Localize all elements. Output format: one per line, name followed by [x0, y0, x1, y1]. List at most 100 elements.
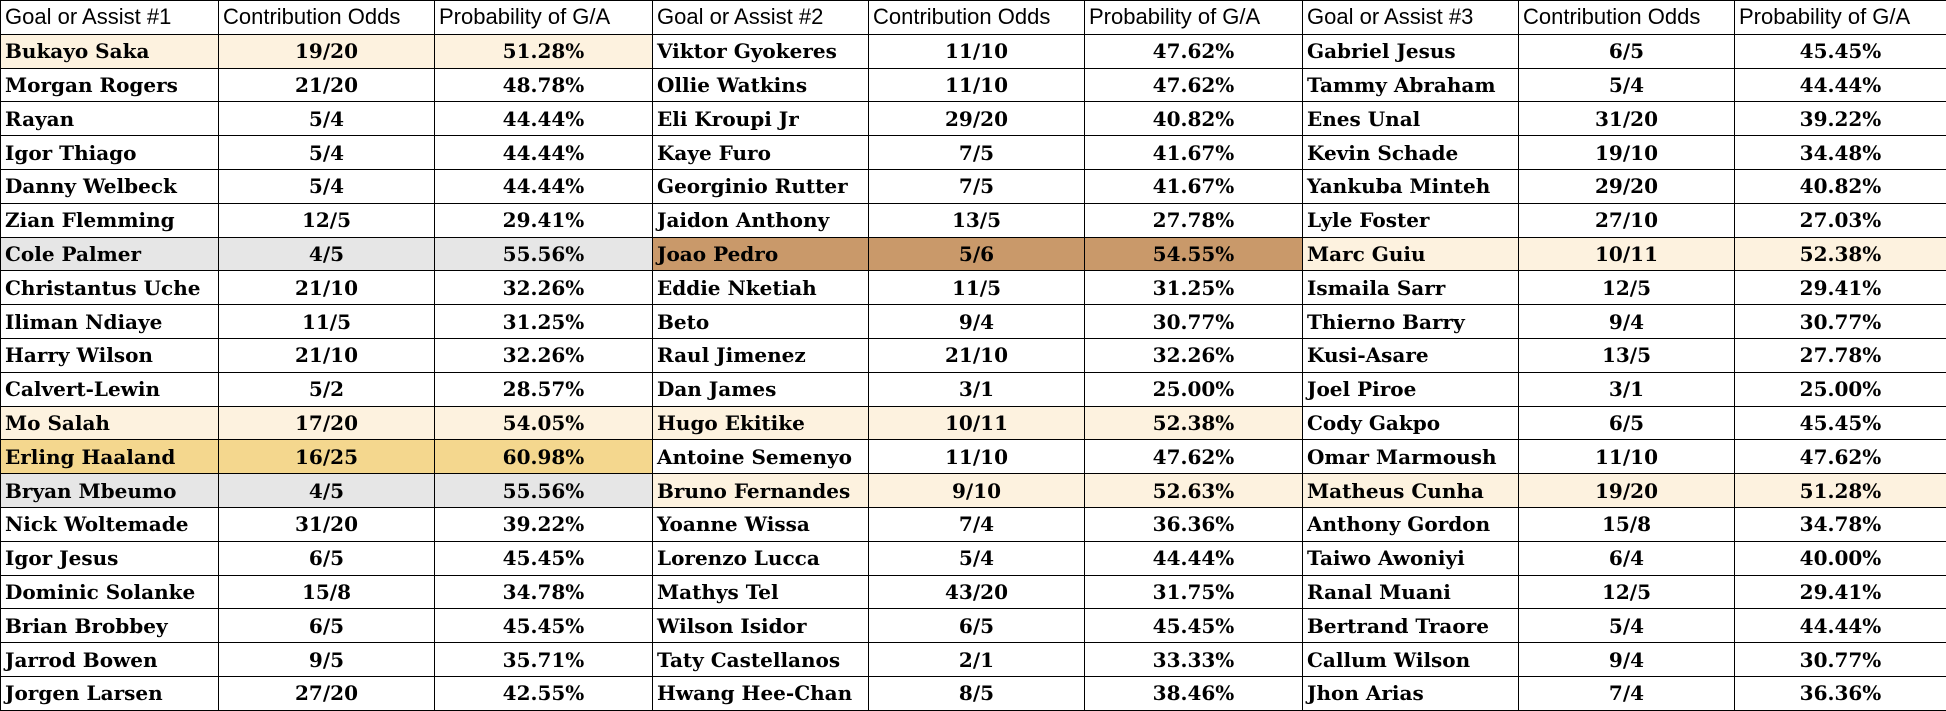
player-name-cell: Danny Welbeck	[1, 169, 219, 203]
contribution-odds-cell: 10/11	[1519, 237, 1735, 271]
player-name-cell: Bukayo Saka	[1, 34, 219, 68]
contribution-odds-cell: 11/5	[219, 305, 435, 339]
player-name-cell: Bertrand Traore	[1303, 609, 1519, 643]
column-header: Probability of G/A	[1735, 1, 1946, 35]
probability-cell: 44.44%	[1735, 68, 1946, 102]
contribution-odds-cell: 4/5	[219, 237, 435, 271]
probability-cell: 34.78%	[1735, 507, 1946, 541]
player-name-cell: Ranal Muani	[1303, 575, 1519, 609]
column-header: Probability of G/A	[1085, 1, 1303, 35]
contribution-odds-cell: 17/20	[219, 406, 435, 440]
probability-cell: 52.38%	[1085, 406, 1303, 440]
contribution-odds-cell: 9/5	[219, 643, 435, 677]
contribution-odds-cell: 21/10	[869, 338, 1085, 372]
player-name-cell: Wilson Isidor	[653, 609, 869, 643]
probability-cell: 45.45%	[1735, 34, 1946, 68]
player-name-cell: Dan James	[653, 372, 869, 406]
contribution-odds-cell: 5/4	[1519, 68, 1735, 102]
probability-cell: 54.05%	[435, 406, 653, 440]
probability-cell: 25.00%	[1085, 372, 1303, 406]
probability-cell: 34.78%	[435, 575, 653, 609]
probability-cell: 27.78%	[1085, 203, 1303, 237]
probability-cell: 55.56%	[435, 237, 653, 271]
player-name-cell: Mathys Tel	[653, 575, 869, 609]
contribution-odds-cell: 7/4	[869, 507, 1085, 541]
contribution-odds-cell: 21/20	[219, 68, 435, 102]
player-name-cell: Brian Brobbey	[1, 609, 219, 643]
probability-cell: 32.26%	[435, 271, 653, 305]
player-name-cell: Ismaila Sarr	[1303, 271, 1519, 305]
player-name-cell: Cole Palmer	[1, 237, 219, 271]
contribution-odds-cell: 8/5	[869, 676, 1085, 710]
player-name-cell: Rayan	[1, 102, 219, 136]
contribution-odds-cell: 9/4	[1519, 305, 1735, 339]
probability-cell: 52.63%	[1085, 474, 1303, 508]
player-name-cell: Iliman Ndiaye	[1, 305, 219, 339]
player-name-cell: Bryan Mbeumo	[1, 474, 219, 508]
probability-cell: 30.77%	[1085, 305, 1303, 339]
contribution-odds-cell: 5/6	[869, 237, 1085, 271]
probability-cell: 27.03%	[1735, 203, 1946, 237]
probability-cell: 45.45%	[1085, 609, 1303, 643]
contribution-odds-cell: 15/8	[219, 575, 435, 609]
player-name-cell: Yankuba Minteh	[1303, 169, 1519, 203]
player-name-cell: Raul Jimenez	[653, 338, 869, 372]
contribution-odds-cell: 5/4	[219, 136, 435, 170]
player-name-cell: Ollie Watkins	[653, 68, 869, 102]
player-name-cell: Joao Pedro	[653, 237, 869, 271]
player-name-cell: Christantus Uche	[1, 271, 219, 305]
probability-cell: 36.36%	[1085, 507, 1303, 541]
player-name-cell: Tammy Abraham	[1303, 68, 1519, 102]
contribution-odds-cell: 5/4	[219, 169, 435, 203]
contribution-odds-cell: 11/10	[1519, 440, 1735, 474]
player-name-cell: Eli Kroupi Jr	[653, 102, 869, 136]
contribution-odds-cell: 16/25	[219, 440, 435, 474]
probability-cell: 31.25%	[1085, 271, 1303, 305]
probability-cell: 39.22%	[435, 507, 653, 541]
contribution-odds-cell: 31/20	[1519, 102, 1735, 136]
probability-cell: 28.57%	[435, 372, 653, 406]
probability-cell: 30.77%	[1735, 305, 1946, 339]
probability-cell: 34.48%	[1735, 136, 1946, 170]
player-name-cell: Lyle Foster	[1303, 203, 1519, 237]
contribution-odds-cell: 6/5	[1519, 34, 1735, 68]
player-name-cell: Jorgen Larsen	[1, 676, 219, 710]
player-name-cell: Antoine Semenyo	[653, 440, 869, 474]
column-header: Contribution Odds	[869, 1, 1085, 35]
probability-cell: 25.00%	[1735, 372, 1946, 406]
contribution-odds-cell: 29/20	[869, 102, 1085, 136]
contribution-odds-cell: 31/20	[219, 507, 435, 541]
probability-cell: 29.41%	[1735, 575, 1946, 609]
player-name-cell: Callum Wilson	[1303, 643, 1519, 677]
probability-cell: 30.77%	[1735, 643, 1946, 677]
probability-cell: 51.28%	[435, 34, 653, 68]
contribution-odds-cell: 43/20	[869, 575, 1085, 609]
probability-cell: 27.78%	[1735, 338, 1946, 372]
contribution-odds-cell: 13/5	[869, 203, 1085, 237]
probability-cell: 38.46%	[1085, 676, 1303, 710]
player-name-cell: Gabriel Jesus	[1303, 34, 1519, 68]
contribution-odds-cell: 11/10	[869, 440, 1085, 474]
contribution-odds-cell: 19/20	[219, 34, 435, 68]
probability-cell: 44.44%	[435, 102, 653, 136]
contribution-odds-cell: 11/5	[869, 271, 1085, 305]
contribution-odds-cell: 21/10	[219, 338, 435, 372]
player-name-cell: Jaidon Anthony	[653, 203, 869, 237]
probability-cell: 54.55%	[1085, 237, 1303, 271]
contribution-odds-cell: 11/10	[869, 68, 1085, 102]
probability-cell: 44.44%	[1085, 541, 1303, 575]
probability-cell: 35.71%	[435, 643, 653, 677]
player-name-cell: Hwang Hee-Chan	[653, 676, 869, 710]
player-name-cell: Taiwo Awoniyi	[1303, 541, 1519, 575]
player-name-cell: Eddie Nketiah	[653, 271, 869, 305]
probability-cell: 45.45%	[1735, 406, 1946, 440]
